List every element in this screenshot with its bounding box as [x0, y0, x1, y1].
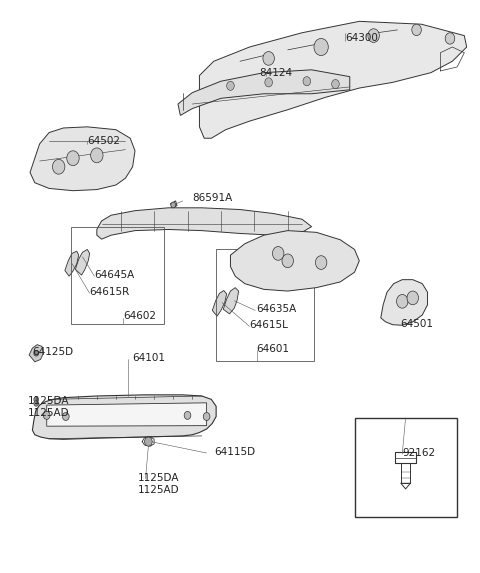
Text: 64645A: 64645A — [95, 270, 135, 280]
Text: 84124: 84124 — [259, 68, 292, 78]
Bar — [216, 249, 314, 360]
Text: 1125AD: 1125AD — [137, 485, 179, 495]
Text: 64300: 64300 — [345, 33, 378, 44]
Circle shape — [314, 38, 328, 56]
Circle shape — [34, 401, 38, 406]
Bar — [355, 418, 457, 517]
Text: 64615R: 64615R — [90, 287, 130, 297]
Polygon shape — [29, 345, 43, 362]
Circle shape — [263, 52, 275, 65]
Text: 92162: 92162 — [402, 448, 435, 458]
Circle shape — [265, 78, 273, 87]
Polygon shape — [65, 251, 79, 276]
Circle shape — [315, 256, 327, 269]
Circle shape — [34, 350, 38, 356]
Polygon shape — [33, 395, 216, 439]
Circle shape — [91, 148, 103, 163]
Circle shape — [203, 413, 210, 421]
Polygon shape — [230, 230, 360, 291]
Circle shape — [171, 202, 176, 208]
Polygon shape — [178, 70, 350, 115]
Circle shape — [67, 151, 79, 166]
Circle shape — [144, 437, 152, 446]
Polygon shape — [30, 127, 135, 191]
Circle shape — [43, 411, 50, 419]
Circle shape — [34, 397, 38, 402]
Circle shape — [332, 80, 339, 89]
Text: 64125D: 64125D — [33, 347, 73, 357]
Text: 1125AD: 1125AD — [28, 408, 69, 418]
Circle shape — [368, 29, 379, 42]
Circle shape — [445, 33, 455, 44]
Circle shape — [303, 77, 311, 86]
Circle shape — [396, 295, 408, 308]
Text: 64502: 64502 — [87, 136, 120, 146]
Text: 64635A: 64635A — [257, 304, 297, 315]
Bar — [71, 227, 164, 324]
Circle shape — [282, 254, 293, 268]
Circle shape — [407, 291, 419, 305]
Polygon shape — [381, 280, 428, 325]
Text: 64602: 64602 — [123, 311, 156, 321]
Text: 64101: 64101 — [132, 353, 166, 363]
Polygon shape — [212, 291, 227, 316]
Circle shape — [412, 24, 421, 36]
Text: 64115D: 64115D — [214, 447, 255, 457]
Circle shape — [184, 411, 191, 419]
Circle shape — [227, 81, 234, 91]
Polygon shape — [97, 208, 312, 239]
Polygon shape — [199, 21, 467, 138]
Polygon shape — [223, 288, 239, 314]
Text: 64601: 64601 — [257, 344, 290, 354]
Circle shape — [62, 413, 69, 421]
Polygon shape — [75, 249, 90, 275]
Text: 86591A: 86591A — [192, 193, 232, 203]
Text: 64501: 64501 — [400, 319, 433, 328]
Text: 64615L: 64615L — [250, 320, 288, 330]
Circle shape — [273, 246, 284, 260]
Polygon shape — [47, 403, 206, 426]
Text: 1125DA: 1125DA — [137, 473, 179, 482]
Text: 1125DA: 1125DA — [28, 395, 69, 406]
Circle shape — [52, 159, 65, 174]
